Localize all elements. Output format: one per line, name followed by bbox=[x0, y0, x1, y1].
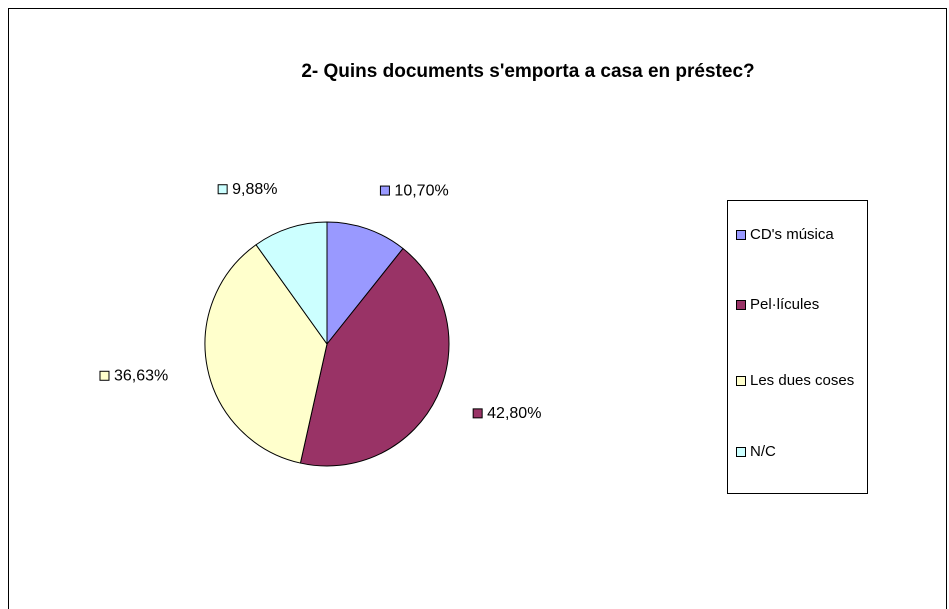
legend-item: Pel·lícules bbox=[736, 295, 864, 314]
chart-title: 2- Quins documents s'emporta a casa en p… bbox=[301, 61, 754, 82]
data-label: 36,63% bbox=[114, 367, 168, 384]
legend-swatch bbox=[736, 447, 746, 457]
legend-label: Les dues coses bbox=[750, 372, 855, 389]
data-label: 9,88% bbox=[232, 181, 277, 198]
pie-slice bbox=[299, 247, 450, 467]
pie-slice bbox=[255, 221, 328, 346]
legend-label: Pel·lícules bbox=[750, 296, 820, 313]
data-label-swatch bbox=[99, 370, 110, 381]
data-label-swatch bbox=[379, 185, 390, 196]
data-label-swatch bbox=[217, 184, 228, 195]
legend-swatch bbox=[736, 300, 746, 310]
data-label: 42,80% bbox=[487, 405, 541, 422]
legend-swatch bbox=[736, 376, 746, 386]
legend-item: N/C bbox=[736, 442, 864, 461]
data-label-swatch bbox=[472, 408, 483, 419]
pie-slice bbox=[326, 221, 404, 346]
legend-item: Les dues coses bbox=[736, 371, 864, 390]
chart-frame bbox=[8, 8, 947, 609]
legend-label: N/C bbox=[750, 443, 776, 460]
data-label: 10,70% bbox=[394, 182, 448, 199]
legend: CD's música Pel·lícules Les dues coses N/C bbox=[727, 200, 868, 494]
legend-swatch bbox=[736, 230, 746, 240]
pie-slice bbox=[204, 244, 328, 464]
legend-item: CD's música bbox=[736, 225, 864, 244]
legend-label: CD's música bbox=[750, 226, 834, 243]
